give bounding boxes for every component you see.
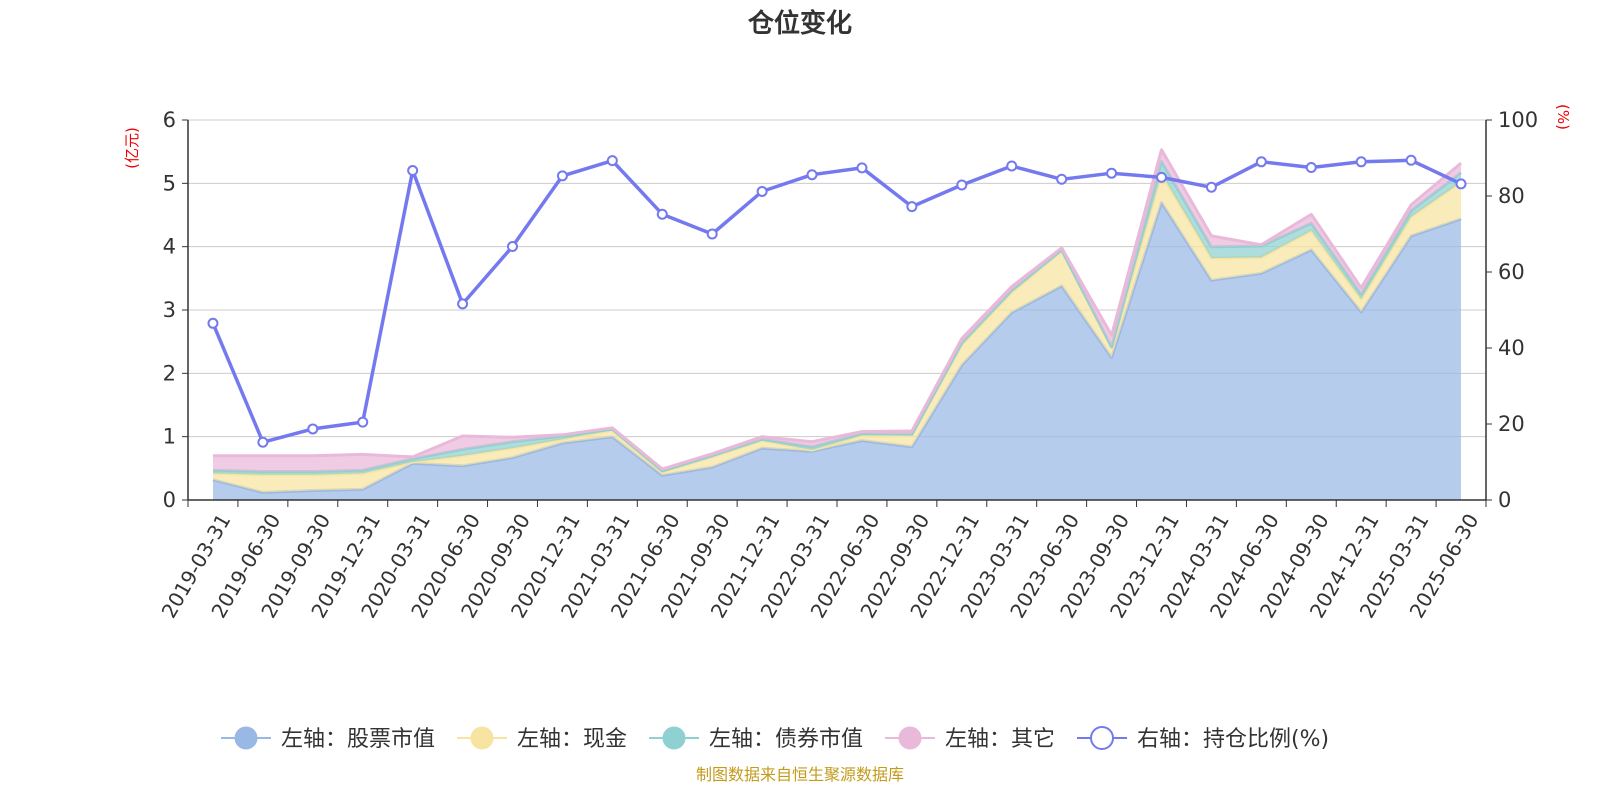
ratio-point bbox=[706, 228, 718, 240]
ratio-point bbox=[1205, 181, 1217, 193]
ratio-point bbox=[1305, 162, 1317, 173]
legend-item: 左轴：股票市值 bbox=[221, 726, 435, 752]
legend-marker bbox=[1090, 726, 1114, 750]
legend-label: 左轴：其它 bbox=[945, 727, 1055, 752]
ratio-point bbox=[1006, 160, 1018, 172]
ratio-point bbox=[257, 436, 269, 448]
legend-label: 左轴：股票市值 bbox=[281, 727, 435, 752]
left-axis-unit: (亿元) bbox=[123, 127, 141, 169]
ratio-point bbox=[656, 208, 668, 220]
legend-marker bbox=[898, 726, 922, 750]
ratio-point bbox=[1405, 154, 1417, 166]
right-axis-tick-label: 60 bbox=[1498, 260, 1525, 284]
ratio-point bbox=[756, 185, 768, 197]
chart-title: 仓位变化 bbox=[747, 8, 852, 39]
legend-marker bbox=[234, 726, 258, 750]
left-axis-tick-label: 2 bbox=[163, 361, 176, 385]
right-axis-unit: (%) bbox=[1554, 104, 1572, 130]
left-axis-tick-label: 1 bbox=[163, 425, 176, 449]
ratio-point bbox=[956, 179, 968, 191]
legend-item: 左轴：债券市值 bbox=[649, 726, 863, 752]
legend-label: 左轴：现金 bbox=[517, 727, 627, 752]
ratio-point bbox=[1156, 171, 1167, 183]
ratio-point bbox=[1455, 178, 1467, 190]
ratio-point bbox=[1106, 167, 1118, 179]
right-axis-tick-label: 100 bbox=[1498, 108, 1538, 132]
ratio-point bbox=[856, 162, 868, 174]
legend-marker bbox=[470, 726, 494, 750]
left-axis-tick-label: 0 bbox=[163, 488, 176, 512]
right-axis-tick-label: 40 bbox=[1498, 336, 1525, 360]
ratio-line-layer bbox=[207, 154, 1467, 448]
legend-marker bbox=[662, 726, 686, 750]
left-axis-tick-label: 4 bbox=[163, 235, 176, 259]
legend-item: 左轴：现金 bbox=[457, 726, 627, 752]
ratio-point bbox=[1255, 156, 1267, 168]
right-axis-tick-label: 80 bbox=[1498, 184, 1525, 208]
area-左轴：股票市值 bbox=[213, 202, 1461, 501]
ratio-point bbox=[556, 170, 568, 182]
ratio-line bbox=[211, 158, 1462, 444]
ratio-point bbox=[407, 165, 419, 177]
left-axis-tick-label: 5 bbox=[163, 171, 176, 195]
data-source-note: 制图数据来自恒生聚源数据库 bbox=[696, 765, 904, 784]
legend-label: 左轴：债券市值 bbox=[709, 727, 863, 752]
ratio-point bbox=[207, 317, 219, 329]
ratio-point bbox=[606, 155, 618, 167]
ratio-point bbox=[357, 416, 369, 428]
legend-item: 右轴：持仓比例(%) bbox=[1077, 726, 1329, 752]
ratio-point bbox=[457, 298, 469, 310]
legend-label: 右轴：持仓比例(%) bbox=[1137, 727, 1329, 752]
left-axis-tick-label: 6 bbox=[163, 108, 176, 132]
right-axis-tick-label: 20 bbox=[1498, 412, 1525, 436]
legend: 左轴：股票市值 左轴：现金 左轴：债券市值 左轴：其它 右轴：持仓比例(%) bbox=[221, 726, 1329, 752]
ratio-point bbox=[507, 241, 518, 253]
ratio-point bbox=[1056, 173, 1068, 185]
area-layers bbox=[212, 148, 1462, 501]
right-axis-tick-label: 0 bbox=[1498, 488, 1511, 512]
legend-item: 左轴：其它 bbox=[885, 726, 1055, 752]
ratio-point bbox=[1355, 156, 1367, 168]
left-axis-tick-label: 3 bbox=[163, 298, 176, 322]
ratio-point bbox=[906, 201, 918, 213]
ratio-point bbox=[307, 423, 319, 435]
ratio-point bbox=[806, 169, 818, 181]
area-edge-左轴：其它 bbox=[213, 148, 1462, 471]
